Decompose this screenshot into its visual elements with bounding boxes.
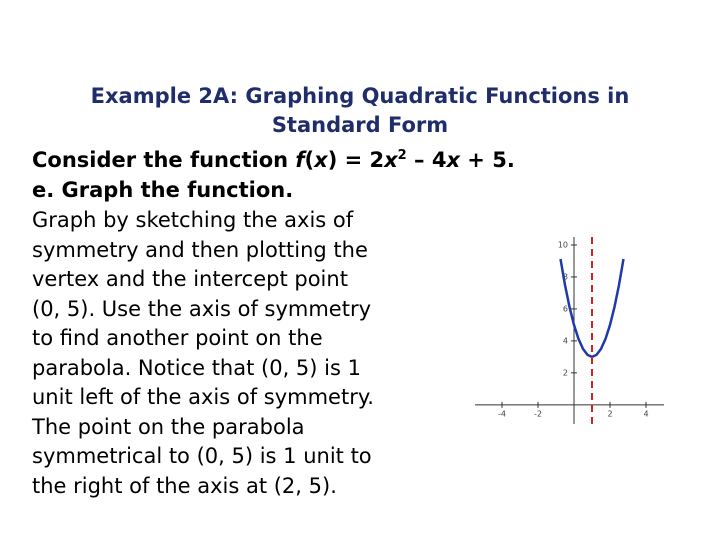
body-line: vertex and the intercept point [32, 267, 348, 291]
text: 2 [397, 148, 407, 163]
body-line: parabola. Notice that (0, 5) is 1 [32, 355, 361, 380]
body-line: the right of the axis at (2, 5). [32, 473, 337, 498]
text: x [446, 148, 460, 172]
title: Example 2A: Graphing Quadratic Functions… [90, 84, 630, 108]
y-tick-label: 4 [563, 336, 568, 345]
x-tick-label: -4 [498, 409, 506, 418]
body-line: to find another point on the [32, 326, 323, 350]
y-tick-label: 6 [563, 304, 568, 313]
text: + 5. [460, 148, 515, 172]
body-line: Graph by sketching the axis of [32, 208, 354, 232]
statement: Consider the function f(x) = 2x2 – 4x + … [32, 148, 515, 172]
y-tick-label: 8 [563, 272, 568, 281]
y-tick-label: 10 [558, 240, 568, 249]
body-line: unit left of the axis of symmetry. [32, 385, 374, 409]
body-line: (0, 5). Use the axis of symmetry [32, 296, 372, 321]
x-tick-label: 2 [607, 409, 612, 418]
text: – 4 [406, 148, 447, 172]
body-line: symmetrical to (0, 5) is 1 unit to [32, 444, 372, 468]
text: Consider the function [32, 148, 296, 172]
x-tick-label: -2 [534, 409, 542, 418]
text: x [384, 148, 398, 172]
y-tick-label: 2 [563, 368, 568, 377]
body-line: The point on the parabola [32, 414, 305, 439]
parabola [559, 258, 625, 359]
part: e. Graph the function. [32, 178, 294, 202]
text: f [295, 148, 305, 172]
x-tick-label: 4 [643, 409, 648, 418]
text: ( [304, 148, 315, 172]
body-line: symmetry and then plotting the [32, 237, 368, 262]
text: x [314, 148, 328, 172]
text: ) = 2 [327, 148, 385, 172]
title: Standard Form [271, 113, 449, 137]
